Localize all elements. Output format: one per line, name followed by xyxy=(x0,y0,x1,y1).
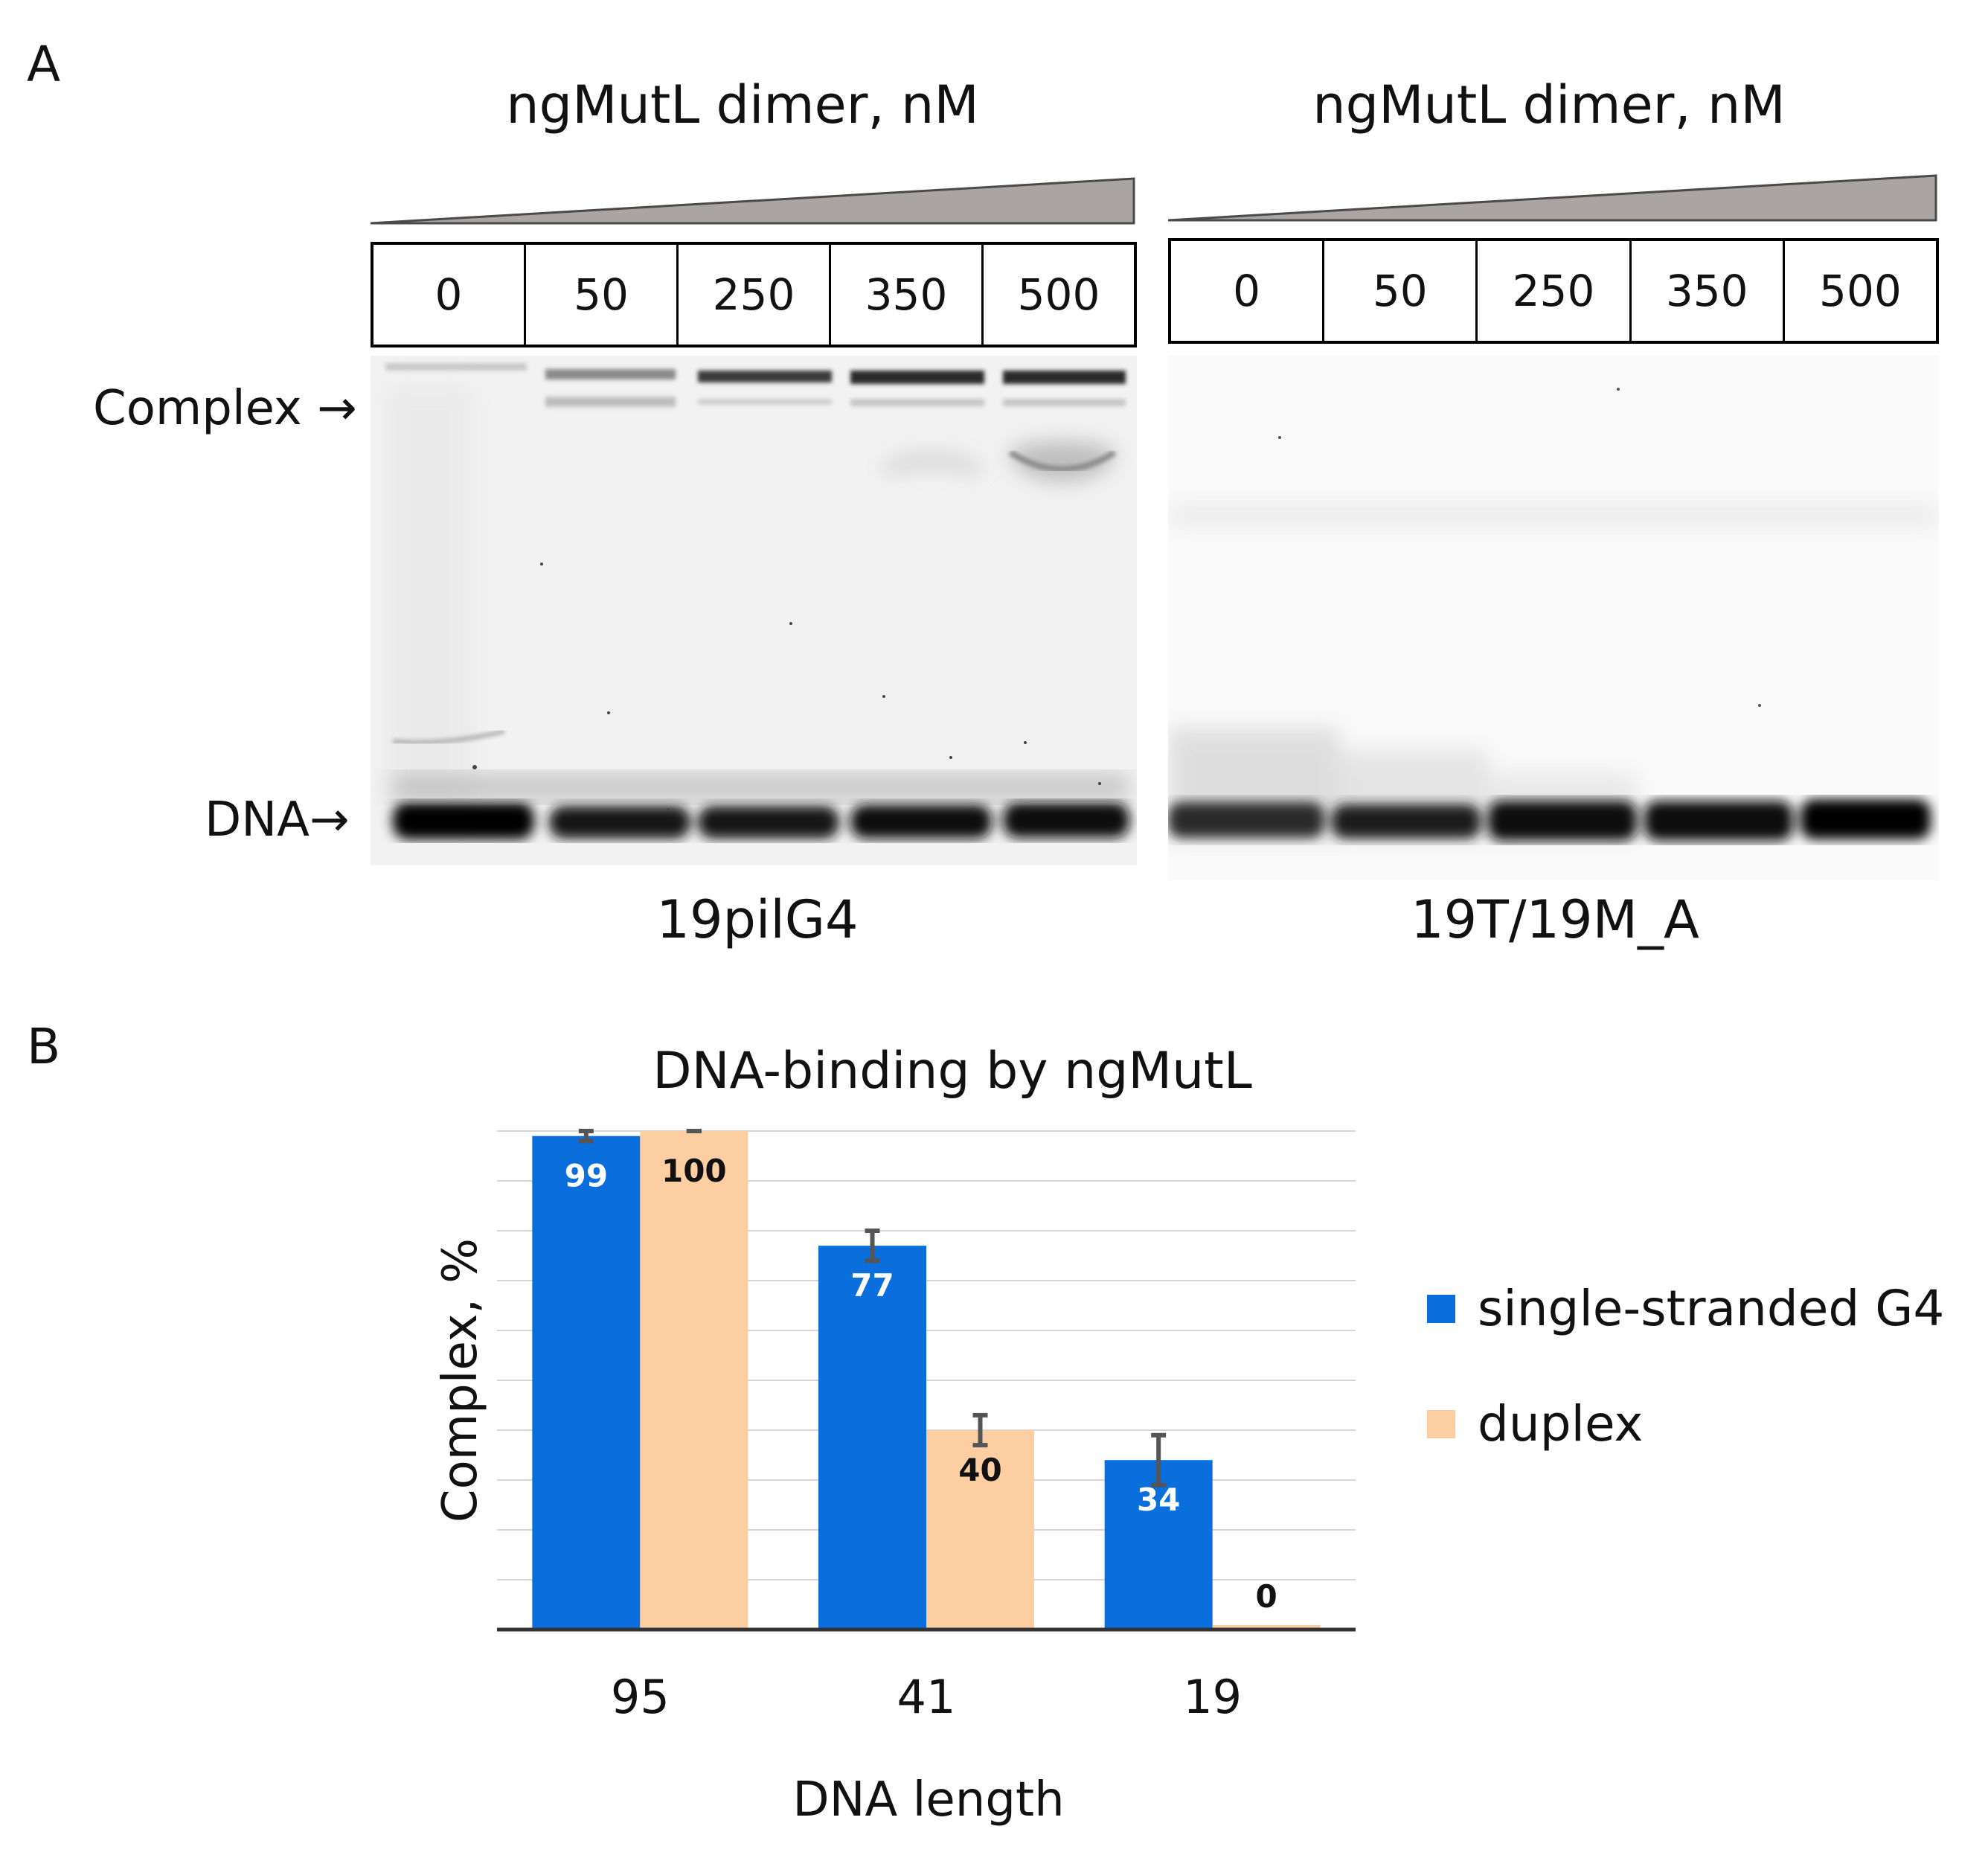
data-label: 40 xyxy=(958,1452,1001,1488)
error-bars xyxy=(578,1129,1167,1487)
legend-label: single-stranded G4 xyxy=(1478,1280,1945,1337)
bars xyxy=(532,1131,1321,1630)
gel-2-lane-table: 0 50 250 350 500 xyxy=(1168,238,1939,344)
x-tick-labels: 95 41 19 xyxy=(611,1670,1242,1724)
gel-1-lane-label: 250 xyxy=(679,245,831,345)
data-label: 99 xyxy=(565,1158,608,1194)
gel-2-lane-label: 0 xyxy=(1171,241,1325,341)
gel-1-lane-label: 50 xyxy=(526,245,679,345)
gel-1-lane-table: 0 50 250 350 500 xyxy=(371,242,1137,347)
data-label: 0 xyxy=(1256,1578,1277,1615)
legend-label: duplex xyxy=(1478,1395,1644,1452)
gel-2-title: ngMutL dimer, nM xyxy=(1312,74,1786,135)
legend-swatch xyxy=(1427,1409,1455,1438)
legend-swatch xyxy=(1427,1294,1455,1323)
bar xyxy=(1104,1460,1213,1630)
gel-2-lane-label: 350 xyxy=(1632,241,1785,341)
gel-1-lane-label: 0 xyxy=(373,245,526,345)
chart-title: DNA-binding by ngMutL xyxy=(652,1042,1252,1101)
data-label: 34 xyxy=(1137,1482,1180,1518)
gel-1-lane-label: 500 xyxy=(1017,269,1100,320)
data-labels: 99 100 77 40 34 0 xyxy=(565,1153,1277,1615)
complex-band-label: Complex → xyxy=(93,381,357,436)
bar-chart: 99 100 77 40 34 0 95 41 19 Complex, % DNA lengt… xyxy=(433,1129,1356,1828)
bar xyxy=(1212,1625,1321,1630)
panel-a-letter: A xyxy=(27,36,61,93)
gel-1-image xyxy=(371,356,1137,865)
x-tick-label: 19 xyxy=(1183,1670,1242,1724)
bar xyxy=(926,1430,1034,1630)
bar xyxy=(532,1136,641,1630)
panel-b-letter: B xyxy=(27,1018,61,1075)
y-axis-label: Complex, % xyxy=(433,1238,488,1522)
gel-1-concentration-wedge xyxy=(371,177,1135,225)
legend-item-single-stranded-g4: single-stranded G4 xyxy=(1427,1280,1944,1337)
bar xyxy=(818,1246,926,1630)
gel-2-lane-label: 250 xyxy=(1478,241,1632,341)
data-label: 100 xyxy=(661,1153,727,1189)
dna-band-label: DNA→ xyxy=(205,792,350,848)
gel-2-concentration-wedge xyxy=(1168,174,1937,222)
gel-2-sample-label: 19T/19M_A xyxy=(1411,889,1699,950)
gel-2-image xyxy=(1168,356,1939,880)
gel-1-lane-label: 350 xyxy=(831,245,984,345)
x-tick-label: 95 xyxy=(611,1670,670,1724)
x-tick-label: 41 xyxy=(897,1670,956,1724)
gel-2-lane-label: 500 xyxy=(1819,266,1902,316)
legend-item-duplex: duplex xyxy=(1427,1395,1643,1452)
gel-1-title: ngMutL dimer, nM xyxy=(506,74,979,135)
data-label: 77 xyxy=(850,1267,894,1304)
bar xyxy=(640,1131,748,1630)
gel-2-lane-label: 50 xyxy=(1324,241,1478,341)
x-axis-label: DNA length xyxy=(792,1772,1064,1828)
gel-1-sample-label: 19pilG4 xyxy=(656,889,859,950)
